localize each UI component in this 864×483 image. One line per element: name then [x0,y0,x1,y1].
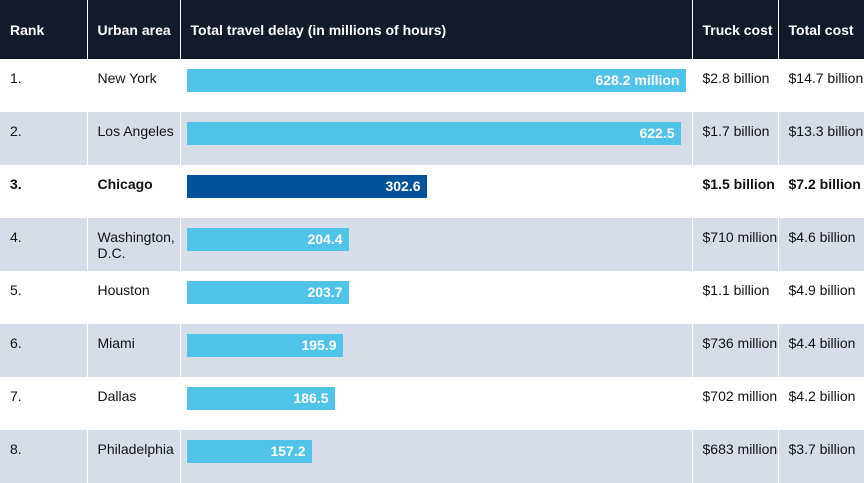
rank-cell: 5. [0,271,88,324]
delay-bar: 157.2 [186,440,312,463]
header-travel-delay: Total travel delay (in millions of hours… [180,0,693,59]
urban-area-cell: Washington, D.C. [87,218,181,271]
total-cost-cell: $14.7 billion [788,70,864,86]
header-rank: Rank [0,0,88,59]
rank-cell: 4. [0,218,88,271]
table-row: 8. Philadelphia 157.2 $683 million $3.7 bill… [0,430,864,483]
total-cost-cell: $3.7 billion [788,441,856,457]
urban-area-cell: New York [87,59,181,112]
delay-bar-cell: 204.4 [180,218,693,271]
header-urban-area: Urban area [87,0,181,59]
table-row: 6. Miami 195.9 $736 million $4.4 billion [0,324,864,377]
truck-cost-cell: $2.8 billion [692,59,779,112]
delay-bar: 204.4 [186,228,349,251]
total-cost-cell: $13.3 billion [788,123,864,139]
truck-cost-cell: $683 million [692,430,779,483]
table-row: 4. Washington, D.C. 204.4 $710 million $4.6 … [0,218,864,271]
truck-cost-cell: $736 million [692,324,779,377]
delay-bar: 203.7 [186,281,349,304]
delay-bar-cell: 186.5 [180,377,693,430]
delay-bar: 186.5 [186,387,335,410]
table-row: 3. Chicago 302.6 $1.5 billion $7.2 billion [0,165,864,218]
rank-cell: 3. [0,165,88,218]
total-cost-cell: $4.4 billion [788,335,856,351]
delay-bar-cell: 302.6 [180,165,693,218]
urban-area-cell: Los Angeles [87,112,181,165]
total-cost-cell: $7.2 billion [788,176,861,192]
table-row: 7. Dallas 186.5 $702 million $4.2 billion [0,377,864,430]
rank-cell: 8. [0,430,88,483]
header-row: Rank Urban area Total travel delay (in m… [0,0,864,59]
delay-bar-cell: 195.9 [180,324,693,377]
delay-bar-cell: 203.7 [180,271,693,324]
delay-bar: 195.9 [186,334,343,357]
urban-area-cell: Chicago [87,165,181,218]
delay-bar-cell: 157.2 [180,430,693,483]
delay-bar: 622.5 [186,122,681,145]
urban-area-cell: Miami [87,324,181,377]
urban-area-cell: Philadelphia [87,430,181,483]
header-total-cost: Total cost [788,21,854,38]
truck-cost-cell: $710 million [692,218,779,271]
table-header: Rank Urban area Total travel delay (in m… [0,0,864,59]
truck-cost-cell: $1.1 billion [692,271,779,324]
total-cost-cell: $4.2 billion [788,388,856,404]
delay-bar: 302.6 [186,175,427,198]
urban-area-cell: Dallas [87,377,181,430]
urban-area-cell: Houston [87,271,181,324]
total-cost-cell: $4.9 billion [788,282,856,298]
rank-cell: 2. [0,112,88,165]
table-row: 2. Los Angeles 622.5 $1.7 billion $13.3 bill… [0,112,864,165]
truck-cost-cell: $702 million [692,377,779,430]
total-cost-cell: $4.6 billion [788,229,856,245]
truck-cost-cell: $1.5 billion [692,165,779,218]
header-truck-cost: Truck cost [692,0,779,59]
rank-cell: 6. [0,324,88,377]
truck-cost-cell: $1.7 billion [692,112,779,165]
delay-bar-cell: 622.5 [180,112,693,165]
delay-bar-cell: 628.2 million [180,59,693,112]
table-row: 1. New York 628.2 million $2.8 billion $14.7… [0,59,864,112]
rank-cell: 1. [0,59,88,112]
rank-cell: 7. [0,377,88,430]
table-row: 5. Houston 203.7 $1.1 billion $4.9 billion [0,271,864,324]
table-body: 1. New York 628.2 million $2.8 billion $14.7… [0,59,864,483]
delay-bar: 628.2 million [186,69,686,92]
